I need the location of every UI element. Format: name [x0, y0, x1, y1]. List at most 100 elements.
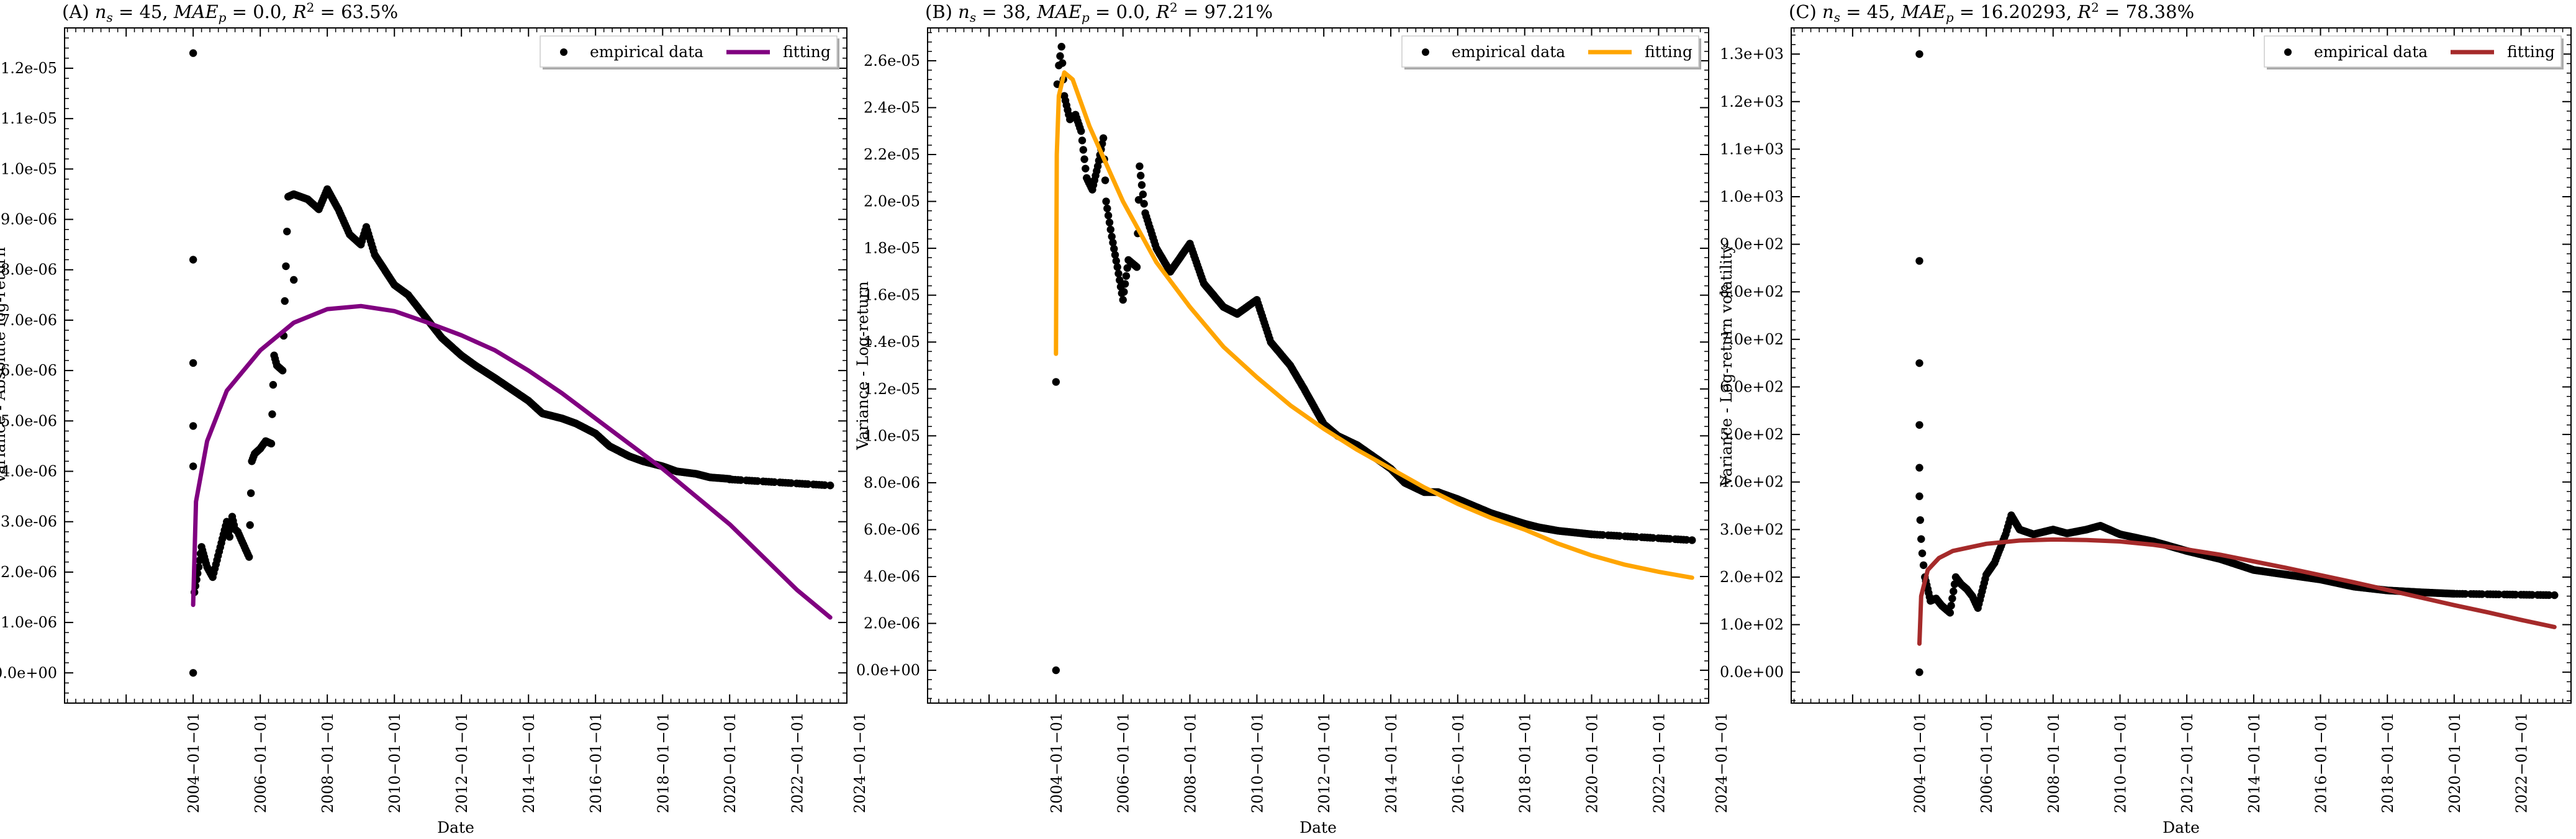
data-point	[1140, 200, 1148, 208]
data-point	[1916, 516, 1925, 524]
x-tick-label: 2004−01−01	[185, 712, 202, 813]
x-tick-label: 2012−01−01	[1316, 712, 1333, 813]
fit-line	[1054, 70, 1694, 580]
y-tick-label: 8.0e-06	[864, 474, 920, 491]
x-tick-label: 2008−01−01	[319, 712, 337, 813]
data-point	[246, 521, 254, 529]
data-point	[1104, 212, 1113, 220]
y-tick-label: 1.0e-05	[864, 427, 920, 444]
y-tick-label: 3.0e-06	[1, 513, 57, 531]
data-point	[2545, 591, 2553, 599]
data-point	[1058, 59, 1067, 67]
x-tick-label: 2016−01−01	[2312, 712, 2330, 813]
data-point	[1616, 532, 1624, 540]
data-point	[1137, 181, 1146, 189]
data-point	[1134, 195, 1143, 204]
legend-marker-empirical	[2284, 48, 2292, 56]
x-axis-label: Date	[1299, 819, 1337, 837]
y-tick-label: 1.3e+03	[1720, 45, 1784, 63]
data-point	[246, 489, 255, 497]
data-point	[1103, 204, 1111, 213]
y-tick-label: 4.0e+02	[1720, 473, 1784, 491]
x-tick-label: 2010−01−01	[2112, 712, 2130, 813]
data-point	[1666, 535, 1674, 543]
data-point	[1915, 464, 1923, 472]
data-point	[1599, 531, 1607, 539]
data-point	[1915, 668, 1923, 676]
data-point	[1106, 225, 1114, 234]
data-point	[189, 422, 197, 430]
data-point	[1136, 162, 1144, 171]
legend-marker-empirical	[1422, 48, 1429, 56]
data-point	[753, 477, 762, 485]
y-tick-label: 1.2e-05	[864, 380, 920, 398]
data-point	[225, 532, 234, 541]
axes-frame	[927, 27, 1709, 704]
data-point	[289, 276, 298, 284]
x-tick-label: 2004−01−01	[1911, 712, 1928, 813]
data-point	[281, 297, 289, 305]
x-tick-label: 2016−01−01	[1450, 712, 1467, 813]
y-tick-label: 0.0e+00	[856, 662, 920, 679]
data-point	[1915, 492, 1923, 500]
data-point	[1077, 127, 1085, 135]
data-point	[1109, 238, 1117, 247]
y-tick-label: 6.0e-06	[864, 521, 920, 538]
data-point	[1137, 171, 1145, 180]
data-point	[1079, 146, 1088, 154]
data-point	[1116, 276, 1124, 284]
data-point	[189, 359, 197, 367]
data-point	[736, 476, 745, 484]
y-tick-label: 1.6e-05	[864, 287, 920, 304]
data-point	[1121, 280, 1129, 288]
y-tick-label: 7.0e-06	[1, 312, 57, 329]
legend-marker-empirical	[560, 48, 567, 56]
data-point	[1080, 155, 1088, 163]
x-axis-label: Date	[437, 819, 474, 837]
data-point	[278, 366, 287, 375]
y-tick-label: 1.0e+03	[1720, 188, 1784, 205]
data-point	[189, 669, 197, 677]
chart-panel-c: 0.0e+00 1.0e+02 2.0e+02 3.0e+02 4.0e+02 5.0e+…	[1717, 0, 2576, 837]
x-tick-label: 2018−01−01	[2379, 712, 2397, 813]
x-tick-label: 2012−01−01	[2179, 712, 2196, 813]
x-tick-label: 2024−01−01	[851, 712, 869, 813]
legend-label-empirical: empirical data	[590, 43, 703, 61]
data-point	[1950, 587, 1958, 596]
chart-panel-b: 0.0e+00 2.0e-06 4.0e-06 6.0e-06 8.0e-06 1.0e-…	[854, 0, 1730, 837]
data-point	[189, 256, 197, 264]
data-point	[283, 227, 291, 236]
x-tick-label: 2012−01−01	[453, 712, 471, 813]
data-point	[1112, 257, 1120, 265]
legend-box	[1401, 35, 1699, 68]
y-tick-label: 2.0e+02	[1720, 568, 1784, 586]
x-tick-label: 2008−01−01	[1182, 712, 1199, 813]
y-tick-label: 5.0e+02	[1720, 426, 1784, 443]
data-point	[1123, 264, 1131, 272]
data-point	[821, 481, 829, 489]
x-tick-label: 2020−01−01	[2446, 712, 2464, 813]
x-tick-label: 2024−01−01	[1713, 712, 1730, 813]
y-tick-label: 1.8e-05	[864, 240, 920, 257]
y-tick-label: 6.0e+02	[1720, 378, 1784, 395]
data-point	[2511, 590, 2520, 599]
x-tick-label: 2016−01−01	[587, 712, 605, 813]
x-tick-label: 2006−01−01	[252, 712, 269, 813]
y-tick-label: 1.2e-05	[1, 60, 57, 77]
legend-label-empirical: empirical data	[1452, 43, 1565, 61]
data-point	[1113, 263, 1121, 271]
y-tick-label: 1.2e+03	[1720, 93, 1784, 110]
data-point	[1111, 251, 1119, 259]
legend: empirical data fitting	[540, 35, 839, 70]
legend: empirical data fitting	[1401, 35, 1701, 70]
y-tick-label: 2.0e-06	[1, 563, 57, 581]
data-point	[2478, 590, 2486, 598]
y-axis-label: Variance - Absolute log-return	[0, 247, 9, 485]
data-point	[1919, 561, 1928, 570]
x-tick-label: 2022−01−01	[1650, 712, 1668, 813]
x-tick-label: 2014−01−01	[2246, 712, 2263, 813]
legend-box	[540, 35, 838, 68]
y-tick-label: 2.4e-05	[864, 99, 920, 116]
y-tick-label: 1.1e+03	[1720, 140, 1784, 158]
